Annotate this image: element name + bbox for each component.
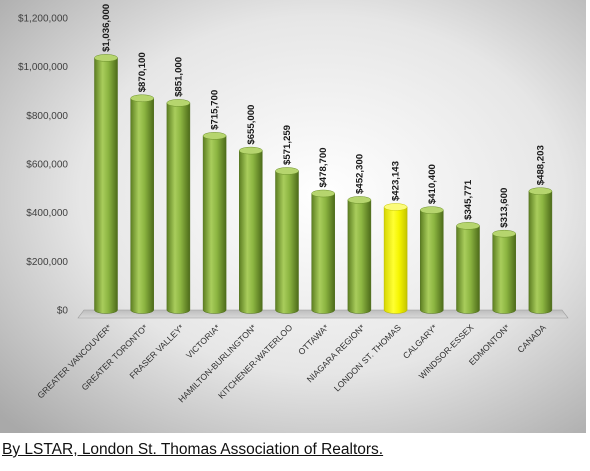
y-tick-label: $600,000 — [26, 160, 68, 171]
bar — [130, 94, 154, 314]
bar — [311, 189, 335, 314]
caption: By LSTAR, London St. Thomas Association … — [2, 441, 384, 458]
bar — [420, 206, 444, 314]
chart-panel: $0 $200,000 $400,000 $600,000 $800,000 $1,000… — [0, 0, 586, 433]
y-tick-label: $1,000,000 — [18, 62, 68, 73]
value-label: $423,143 — [391, 161, 402, 201]
y-tick-label: $0 — [57, 306, 69, 317]
value-label: $488,203 — [535, 145, 546, 185]
bar — [492, 229, 516, 314]
value-label: $478,700 — [318, 148, 329, 188]
value-label: $870,100 — [137, 52, 148, 92]
value-label: $345,771 — [463, 179, 474, 220]
y-tick-label: $200,000 — [26, 257, 68, 268]
bar — [456, 222, 480, 314]
y-tick-label: $800,000 — [26, 111, 68, 122]
bar-chart: $0 $200,000 $400,000 $600,000 $800,000 $1,000… — [0, 0, 586, 433]
value-label: $851,000 — [173, 57, 184, 97]
bar — [347, 196, 372, 314]
bar — [528, 187, 553, 314]
y-axis: $0 $200,000 $400,000 $600,000 $800,000 $1,000… — [18, 14, 68, 317]
y-tick-label: $1,200,000 — [18, 14, 68, 25]
bar — [202, 132, 227, 314]
value-label: $571,259 — [282, 125, 293, 165]
value-label: $1,036,000 — [101, 4, 112, 52]
y-tick-label: $400,000 — [26, 208, 68, 219]
bar-series — [94, 54, 553, 314]
value-label: $410,400 — [427, 164, 438, 204]
bar — [383, 203, 408, 314]
value-label: $452,300 — [354, 154, 365, 194]
bar — [275, 167, 299, 314]
value-label: $715,700 — [210, 90, 221, 130]
bar — [166, 99, 191, 314]
value-labels: $1,036,000 $870,100 $851,000 $715,700 $655,0… — [101, 4, 546, 228]
bar — [239, 146, 263, 314]
bar — [94, 54, 118, 314]
value-label: $655,000 — [246, 105, 257, 145]
value-label: $313,600 — [499, 188, 510, 228]
